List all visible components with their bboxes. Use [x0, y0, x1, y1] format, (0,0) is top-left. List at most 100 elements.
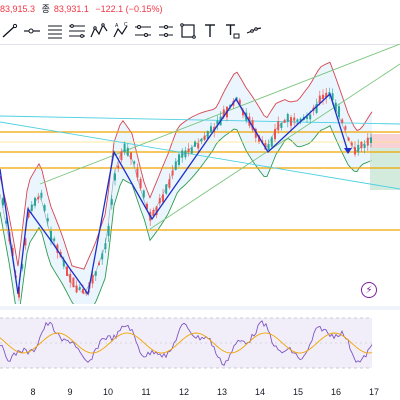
rectangle-measure-tool-icon[interactable]	[156, 20, 176, 42]
trend-line-tool-icon[interactable]	[0, 20, 20, 42]
time-axis-label: 15	[292, 387, 304, 397]
candle-body	[146, 203, 148, 210]
long-position-tool-icon[interactable]	[133, 20, 153, 42]
candle-body	[258, 135, 260, 142]
candle-body	[216, 120, 219, 125]
close-price: 83,931.1	[53, 4, 89, 14]
candle-body	[91, 274, 94, 284]
trend-line	[0, 115, 400, 125]
price-chart-canvas[interactable]	[0, 43, 400, 322]
candle-body	[126, 147, 129, 156]
candle-body	[98, 262, 100, 266]
candle-body	[24, 238, 27, 246]
candle-body	[101, 253, 104, 260]
candle-body	[123, 143, 126, 153]
time-axis-label: 12	[178, 387, 190, 397]
candle-body	[299, 118, 302, 121]
candle-body	[267, 144, 270, 150]
candle-body	[229, 104, 232, 108]
parallel-channel-tool-icon[interactable]	[45, 20, 65, 42]
candle-body	[235, 97, 238, 101]
candle-body	[184, 150, 187, 158]
bollinger-band-fill	[0, 62, 372, 322]
candle-body	[155, 206, 158, 215]
time-axis-label: 10	[102, 387, 114, 397]
candle-body	[238, 99, 241, 105]
candle-body	[293, 117, 296, 121]
rectangle-tool-icon[interactable]	[178, 20, 198, 42]
time-axis-label: 8	[30, 387, 36, 397]
candle-body	[264, 143, 267, 150]
candle-body	[347, 137, 350, 141]
svg-text:A: A	[115, 23, 119, 29]
zigzag-drawing	[0, 92, 349, 296]
candle-body	[363, 144, 366, 149]
candle-body	[331, 93, 334, 101]
candle-body	[162, 194, 164, 203]
horizontal-ray-tool-icon[interactable]	[22, 20, 42, 42]
candle-body	[66, 266, 68, 276]
candle-body	[2, 198, 4, 206]
candle-body	[72, 277, 75, 288]
zigzag-pattern-tool-icon[interactable]	[89, 20, 109, 42]
candle-body	[62, 260, 65, 267]
candle-body	[5, 220, 8, 224]
candle-body	[286, 114, 289, 122]
candle-body	[56, 244, 59, 253]
candle-body	[75, 285, 78, 293]
candle-body	[242, 110, 244, 116]
candle-body	[171, 170, 174, 176]
candle-body	[315, 103, 318, 113]
rsi-ma-line	[0, 332, 373, 354]
candle-body	[350, 142, 353, 146]
candle-body	[110, 199, 113, 205]
candle-body	[370, 137, 372, 144]
candle-body	[334, 102, 337, 112]
candle-body	[360, 141, 363, 149]
text-tool-icon[interactable]	[200, 20, 220, 42]
bollinger-lower-line	[0, 125, 373, 322]
fib-retracement-tool-icon[interactable]	[67, 20, 87, 42]
candle-body	[94, 271, 97, 276]
quote-bar: 83,915.3 종 83,931.1 −122.1 (−0.15%)	[0, 0, 400, 18]
candle-body	[200, 138, 203, 142]
candle-body	[277, 121, 280, 131]
price-chart[interactable]	[0, 43, 400, 322]
anchored-text-tool-icon[interactable]	[222, 20, 242, 42]
candle-body	[306, 116, 308, 119]
close-label: 종	[41, 4, 50, 14]
candle-body	[338, 106, 340, 118]
candle-body	[270, 137, 273, 147]
candle-body	[322, 94, 324, 99]
candle-body	[210, 126, 212, 133]
candle-body	[309, 114, 312, 120]
time-axis-label: 16	[330, 387, 342, 397]
time-axis-label: 11	[141, 387, 151, 397]
candle-body	[139, 178, 142, 189]
candle-body	[136, 168, 139, 178]
trend-line	[149, 63, 400, 230]
trend-line	[39, 43, 400, 185]
candle-body	[357, 144, 360, 153]
candle-body	[133, 161, 136, 164]
candle-body	[254, 128, 257, 138]
candle-body	[53, 238, 56, 241]
candle-body	[203, 135, 206, 140]
candle-body	[37, 196, 40, 200]
candle-body	[222, 109, 225, 117]
candle-body	[194, 141, 196, 147]
candle-body	[21, 264, 24, 269]
candle-body	[158, 198, 161, 204]
candle-body	[274, 129, 276, 140]
candle-body	[43, 205, 46, 212]
time-axis[interactable]: 8 9 10 11 12 13 14 15 16 17	[0, 382, 400, 400]
candle-body	[280, 122, 283, 128]
rsi-indicator-pane[interactable]	[0, 312, 400, 374]
path-tool-icon[interactable]	[244, 20, 264, 42]
pane-separator[interactable]	[0, 306, 400, 310]
close-price-fragment: 83,915.3	[0, 4, 36, 14]
flash-event-icon[interactable]: ⚡	[361, 282, 377, 298]
candle-body	[325, 92, 328, 98]
